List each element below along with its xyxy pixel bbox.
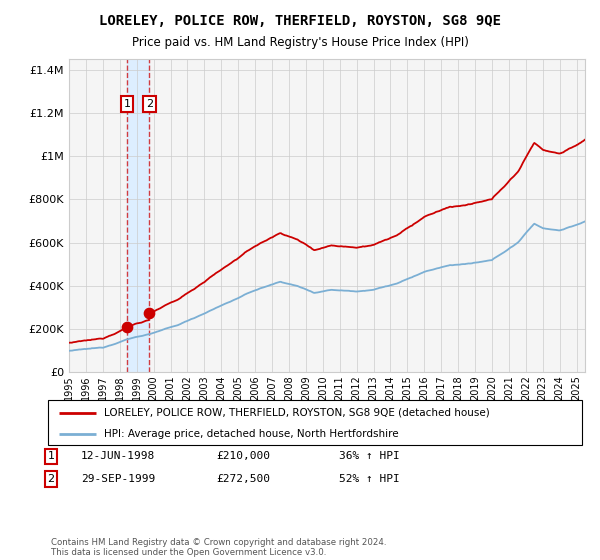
Text: 52% ↑ HPI: 52% ↑ HPI (339, 474, 400, 484)
Text: 29-SEP-1999: 29-SEP-1999 (81, 474, 155, 484)
Text: 1: 1 (124, 99, 131, 109)
Text: 2: 2 (146, 99, 153, 109)
Text: LORELEY, POLICE ROW, THERFIELD, ROYSTON, SG8 9QE (detached house): LORELEY, POLICE ROW, THERFIELD, ROYSTON,… (104, 408, 490, 418)
Text: Contains HM Land Registry data © Crown copyright and database right 2024.
This d: Contains HM Land Registry data © Crown c… (51, 538, 386, 557)
Text: £210,000: £210,000 (216, 451, 270, 461)
Bar (127, 59, 149, 372)
FancyBboxPatch shape (48, 400, 582, 445)
Text: HPI: Average price, detached house, North Hertfordshire: HPI: Average price, detached house, Nort… (104, 429, 398, 439)
Text: Price paid vs. HM Land Registry's House Price Index (HPI): Price paid vs. HM Land Registry's House … (131, 36, 469, 49)
Point (122, 323, 132, 332)
Text: 12-JUN-1998: 12-JUN-1998 (81, 451, 155, 461)
Text: 36% ↑ HPI: 36% ↑ HPI (339, 451, 400, 461)
Text: £272,500: £272,500 (216, 474, 270, 484)
Text: 1: 1 (47, 451, 55, 461)
Point (145, 309, 154, 318)
Text: LORELEY, POLICE ROW, THERFIELD, ROYSTON, SG8 9QE: LORELEY, POLICE ROW, THERFIELD, ROYSTON,… (99, 14, 501, 28)
Text: 2: 2 (47, 474, 55, 484)
